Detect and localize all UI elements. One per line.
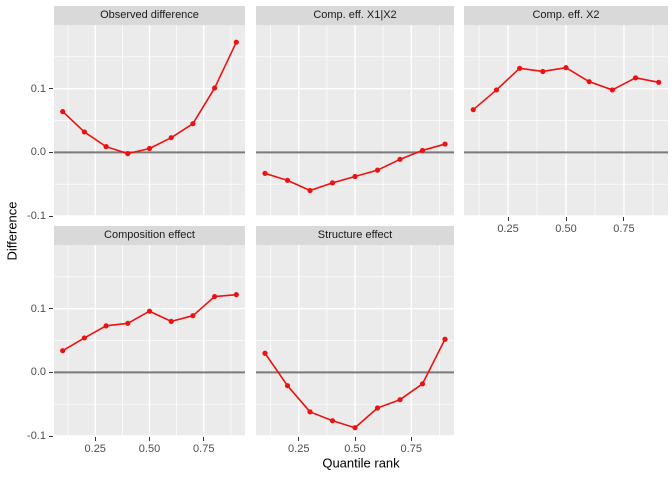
x-tick-label: 0.50 xyxy=(138,443,161,455)
y-tick-label: -0.1 xyxy=(27,210,46,222)
x-tick-label: 0.50 xyxy=(555,223,577,235)
facet-plot-structure-effect xyxy=(256,245,454,436)
x-axis-tick xyxy=(203,437,205,441)
facet-strip-comp-eff-x1-x2: Comp. eff. X1|X2 xyxy=(256,6,454,25)
facet-plot-composition-effect xyxy=(54,245,245,436)
x-tick-label: 0.25 xyxy=(84,443,106,455)
x-axis-tick xyxy=(298,437,300,441)
y-axis-tick xyxy=(49,88,53,90)
facet-strip-observed-difference: Observed difference xyxy=(54,6,245,25)
y-axis-tick xyxy=(49,371,53,373)
facet-plot-comp-eff-x1-x2 xyxy=(256,25,454,216)
y-axis-tick xyxy=(49,215,53,217)
x-tick-label: 0.75 xyxy=(613,223,635,235)
facet-plot-observed-difference xyxy=(54,25,245,216)
x-tick-label: 0.75 xyxy=(193,443,215,455)
facet-plot-comp-eff-x2 xyxy=(464,25,668,216)
x-axis-tick xyxy=(565,217,567,221)
y-axis-tick xyxy=(49,151,53,153)
y-tick-label: 0.1 xyxy=(30,82,46,95)
x-tick-label: 0.25 xyxy=(288,443,310,455)
y-tick-label: 0.0 xyxy=(30,146,46,159)
x-axis-tick xyxy=(410,437,412,441)
y-axis-tick xyxy=(49,435,53,437)
y-tick-label: 0.1 xyxy=(30,302,46,315)
facet-strip-composition-effect: Composition effect xyxy=(54,226,245,245)
y-tick-label: -0.1 xyxy=(27,430,46,442)
y-tick-label: 0.0 xyxy=(30,366,46,379)
x-axis-tick xyxy=(94,437,96,441)
x-axis-title: Quantile rank xyxy=(322,455,400,471)
x-axis-tick xyxy=(149,437,150,441)
facet-strip-structure-effect: Structure effect xyxy=(256,226,454,245)
x-axis-tick xyxy=(507,217,509,221)
facet-strip-comp-eff-x2: Comp. eff. X2 xyxy=(464,6,668,25)
x-axis-tick xyxy=(623,217,625,221)
x-tick-label: 0.50 xyxy=(344,443,366,455)
x-tick-label: 0.75 xyxy=(400,443,422,455)
x-axis-tick xyxy=(354,437,356,441)
x-tick-label: 0.25 xyxy=(497,223,519,235)
y-axis-tick xyxy=(49,308,53,310)
